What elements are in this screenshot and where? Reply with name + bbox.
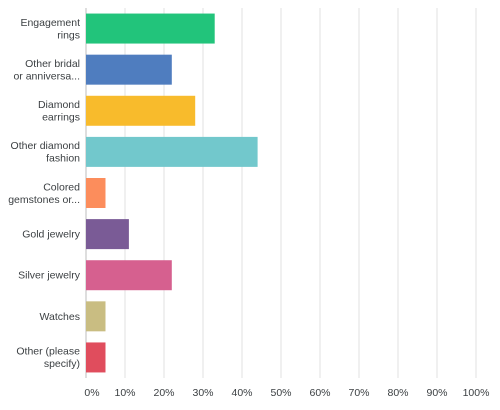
category-label: Watches (40, 311, 80, 323)
bar[interactable] (86, 13, 215, 44)
bar[interactable] (86, 178, 106, 208)
bar[interactable] (86, 219, 129, 250)
bar[interactable] (86, 301, 106, 332)
x-tick-label: 70% (348, 387, 369, 399)
x-tick-label: 0% (84, 387, 99, 399)
x-tick-label: 80% (387, 387, 408, 399)
x-tick-label: 40% (231, 387, 252, 399)
bar[interactable] (86, 95, 196, 126)
x-tick-label: 60% (309, 387, 330, 399)
bar[interactable] (86, 342, 106, 373)
x-tick-label: 10% (114, 387, 135, 399)
category-label: Colored gemstones or... (8, 181, 80, 206)
x-tick-label: 90% (426, 387, 447, 399)
category-label: Other (please specify) (16, 346, 80, 371)
x-tick-label: 20% (153, 387, 174, 399)
x-tick-label: 30% (192, 387, 213, 399)
bar[interactable] (86, 136, 258, 167)
category-label: Gold jewelry (22, 229, 81, 241)
x-tick-label: 50% (270, 387, 291, 399)
bar[interactable] (86, 54, 172, 85)
category-label: Silver jewelry (18, 270, 81, 282)
category-label: Engagement rings (20, 17, 80, 42)
category-label: Other diamond fashion (11, 140, 81, 165)
category-label: Diamond earrings (38, 99, 80, 124)
x-tick-label: 100% (463, 387, 490, 399)
category-label: Other bridal or anniversa... (13, 58, 80, 83)
bar[interactable] (86, 260, 172, 291)
